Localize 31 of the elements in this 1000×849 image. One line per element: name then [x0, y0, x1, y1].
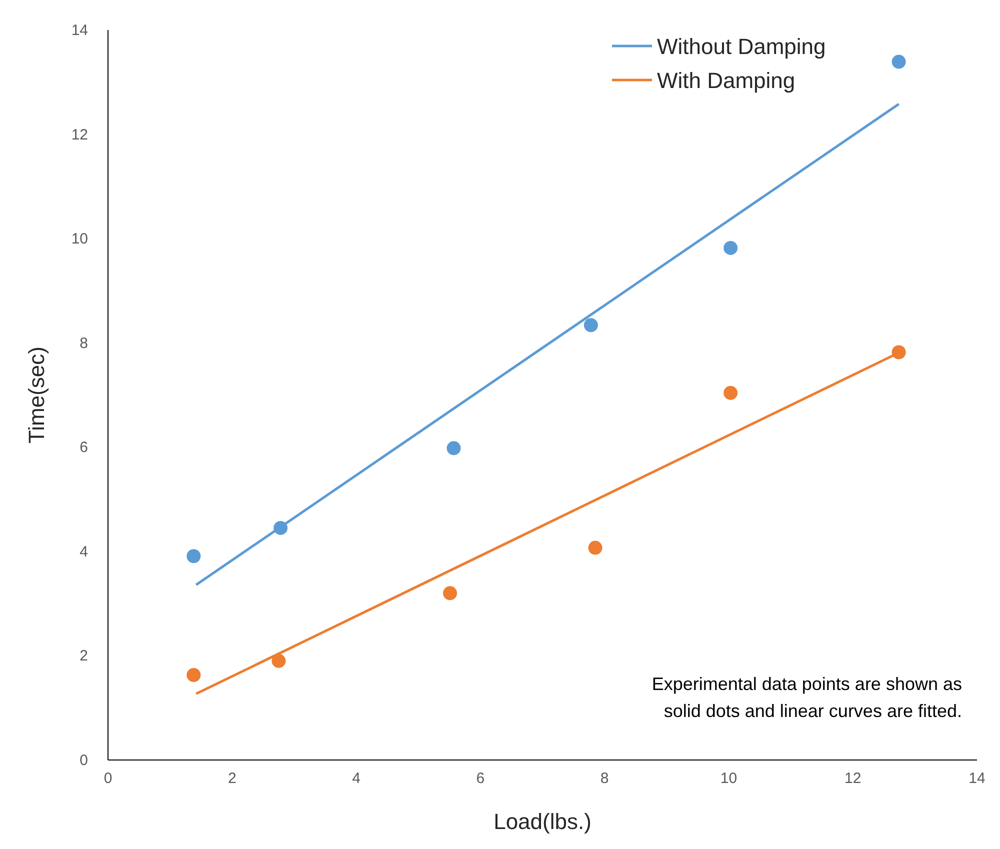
- y-tick-label: 4: [80, 543, 88, 560]
- legend-label: Without Damping: [657, 34, 826, 59]
- point: [186, 668, 201, 682]
- y-tick-label: 14: [71, 22, 88, 39]
- legend-label: With Damping: [657, 68, 796, 93]
- y-axis-title: Time(sec): [24, 346, 49, 444]
- y-tick-label: 8: [80, 334, 88, 352]
- x-tick-label: 2: [228, 770, 236, 787]
- point: [588, 540, 602, 555]
- y-tick-label: 6: [80, 439, 88, 456]
- y-tick-label: 10: [71, 230, 88, 248]
- x-tick-label: 10: [720, 770, 738, 787]
- x-tick-label: 0: [104, 770, 112, 787]
- point: [446, 441, 461, 456]
- y-tick-label: 12: [71, 126, 88, 144]
- point: [272, 654, 286, 668]
- x-tick-label: 6: [476, 770, 485, 787]
- x-axis-title: Load(lbs.): [494, 809, 592, 834]
- point: [186, 549, 201, 564]
- x-tick-label: 14: [968, 770, 986, 787]
- point: [724, 240, 738, 255]
- x-tick-label: 4: [352, 770, 360, 787]
- point: [584, 318, 598, 332]
- x-tick-label: 12: [844, 770, 862, 787]
- y-tick-label: 0: [80, 752, 88, 769]
- point: [892, 54, 906, 69]
- point: [443, 586, 458, 600]
- point: [724, 386, 738, 400]
- annotation: Experimental data points are shown as solid dots and linear curves are fitted.: [652, 674, 962, 721]
- y-tick-label: 2: [80, 648, 88, 665]
- x-tick-label: 8: [600, 770, 609, 787]
